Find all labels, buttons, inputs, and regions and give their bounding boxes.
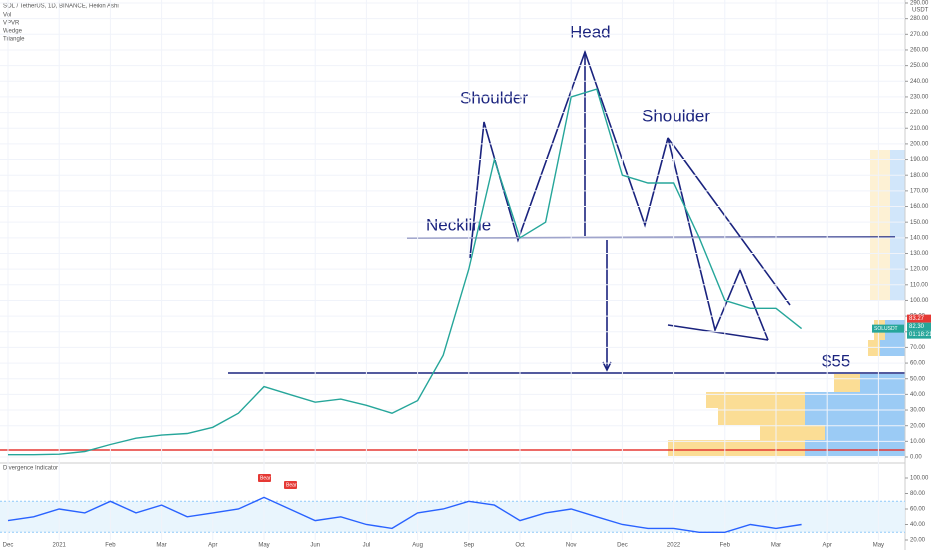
x-tick-label: May <box>258 543 269 549</box>
y-tick-label: 200.00 <box>910 141 929 147</box>
x-tick-label: 2022 <box>667 543 681 549</box>
y-tick-label: 20.00 <box>910 423 926 429</box>
line <box>8 88 803 456</box>
x-tick-label: Feb <box>720 543 731 549</box>
y-tick-label: 210.00 <box>910 126 929 132</box>
line <box>7 496 802 533</box>
y-tick-label: 290.00 <box>910 1 929 7</box>
y-tick-label: 10.00 <box>910 439 926 445</box>
signal-label: Bear <box>286 482 297 488</box>
chart-title: SOL / TetherUS, 1D, BINANCE, Heikin Ashi <box>3 4 119 10</box>
y-tick-label: 40.00 <box>910 392 926 398</box>
y-tick-label: 250.00 <box>910 63 929 69</box>
price-tag-label: 01:18:21 <box>909 332 932 338</box>
indicator-name: Vol <box>3 13 11 19</box>
x-tick-label: Mar <box>156 543 166 549</box>
y-tick-label: 230.00 <box>910 95 929 101</box>
y-tick-label: 140.00 <box>910 235 929 241</box>
y-tick-label: 150.00 <box>910 220 929 226</box>
y-tick-label: 180.00 <box>910 173 929 179</box>
y-tick-label: 120.00 <box>910 267 929 273</box>
price-tag-label: 82.30 <box>909 324 925 330</box>
annotation: Shoulder <box>642 106 710 125</box>
x-tick-label: Jun <box>310 543 320 549</box>
y-tick-label: 220.00 <box>910 110 929 116</box>
y-tick-label: 60.00 <box>910 361 926 367</box>
y-tick-label: 50.00 <box>910 376 926 382</box>
y-tick-label: 260.00 <box>910 48 929 54</box>
price-tag <box>872 324 904 333</box>
x-tick-label: Jul <box>363 543 371 549</box>
indicator-name: Triangle <box>3 37 25 43</box>
indicator-name: Wedge <box>3 29 23 35</box>
x-tick-label: Aug <box>412 543 423 549</box>
x-tick-label: Apr <box>208 543 217 549</box>
x-tick-label: Dec <box>3 543 14 549</box>
y-axis-label: USDT <box>912 8 929 14</box>
price-tag <box>907 314 931 323</box>
y-tick-label: 60.00 <box>910 507 926 513</box>
series-name: SOLUSDT <box>874 326 898 332</box>
y-tick-label: 40.00 <box>910 522 926 528</box>
x-tick-label: Oct <box>515 543 525 549</box>
y-tick-label: 160.00 <box>910 204 929 210</box>
y-tick-label: 30.00 <box>910 408 926 414</box>
x-tick-label: 2021 <box>53 543 67 549</box>
annotation: Head <box>570 22 611 41</box>
x-tick-label: Apr <box>823 543 832 549</box>
x-tick-label: Sep <box>463 543 474 549</box>
y-tick-label: 80.00 <box>910 491 926 497</box>
signal-label: Bear <box>260 475 271 481</box>
y-tick-label: 190.00 <box>910 157 929 163</box>
y-tick-label: 100.00 <box>910 298 929 304</box>
y-tick-label: 100.00 <box>910 476 929 482</box>
signal <box>284 481 297 489</box>
price-tag <box>907 330 931 339</box>
pane-title: Divergence Indicator <box>3 466 58 472</box>
y-tick-label: 240.00 <box>910 79 929 85</box>
y-tick-label: 270.00 <box>910 32 929 38</box>
y-tick-label: 70.00 <box>910 345 926 351</box>
y-tick-label: 110.00 <box>910 282 929 288</box>
y-tick-label: 280.00 <box>910 16 929 22</box>
annotation: $55 <box>822 351 850 370</box>
x-tick-label: May <box>873 543 884 549</box>
y-tick-label: 20.00 <box>910 538 926 544</box>
price-tag-label: 83.27 <box>909 316 925 322</box>
x-tick-label: Mar <box>771 543 781 549</box>
x-tick-label: Feb <box>105 543 116 549</box>
y-tick-label: 130.00 <box>910 251 929 257</box>
x-tick-label: Nov <box>566 543 577 549</box>
annotation: Neckline <box>426 215 491 234</box>
price-tag <box>907 322 931 331</box>
x-tick-label: Dec <box>617 543 628 549</box>
y-tick-label: 170.00 <box>910 188 929 194</box>
annotation: Shoulder <box>460 88 528 107</box>
y-tick-label: 0.00 <box>910 455 922 461</box>
signal <box>258 474 271 482</box>
indicator-name: VPVR <box>3 21 20 27</box>
